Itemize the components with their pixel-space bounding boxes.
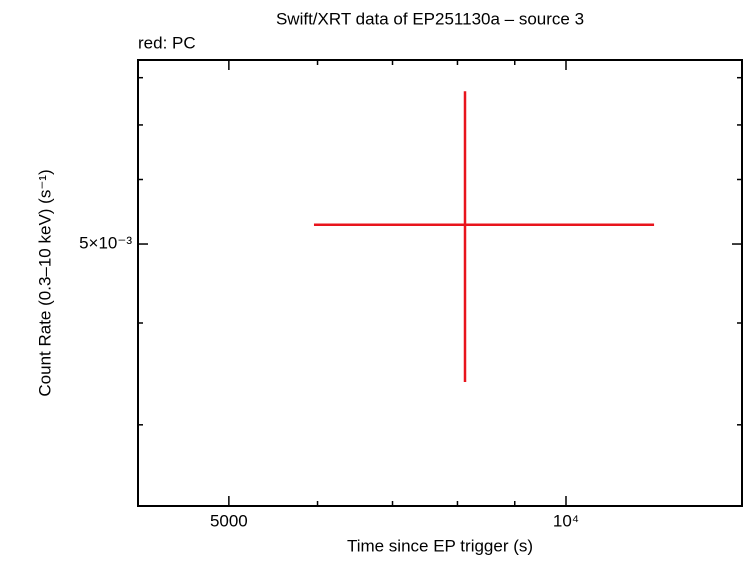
y-axis-label: Count Rate (0.3–10 keV) (s⁻¹): [35, 169, 54, 396]
chart-title: Swift/XRT data of EP251130a – source 3: [276, 9, 584, 28]
x-axis-label: Time since EP trigger (s): [347, 536, 533, 555]
y-tick-label: 5×10⁻³: [79, 234, 132, 253]
x-tick-label: 10⁴: [553, 511, 579, 530]
subtitle: red: PC: [138, 33, 196, 52]
plot-frame: [137, 59, 743, 507]
x-tick-label: 5000: [210, 511, 248, 530]
